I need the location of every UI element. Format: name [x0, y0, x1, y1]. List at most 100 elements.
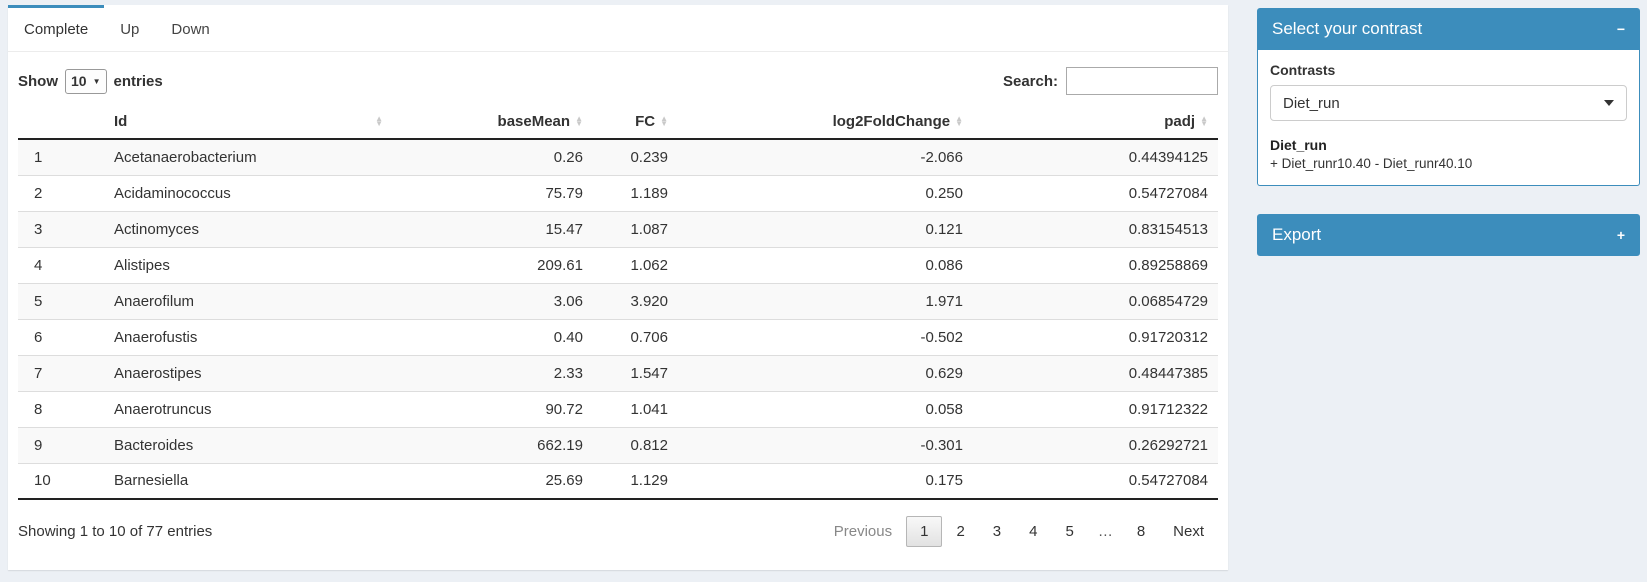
cell-num: 2: [18, 175, 98, 212]
table-body: 1 Acetanaerobacterium 0.26 0.239 -2.066 0.443…: [18, 139, 1218, 500]
cell-id: Bacteroides: [98, 427, 393, 464]
show-label: Show: [18, 72, 58, 90]
collapse-minus-icon[interactable]: −: [1616, 21, 1625, 37]
table-row[interactable]: 1 Acetanaerobacterium 0.26 0.239 -2.066 0.443…: [18, 139, 1218, 176]
right-sidebar: Select your contrast − Contrasts Diet_ru…: [1257, 8, 1640, 256]
cell-fc: 1.062: [593, 247, 678, 284]
table-row[interactable]: 2 Acidaminococcus 75.79 1.189 0.250 0.5472708…: [18, 175, 1218, 212]
cell-id: Acetanaerobacterium: [98, 139, 393, 176]
page-button-2[interactable]: 2: [956, 523, 965, 540]
cell-basemean: 3.06: [393, 283, 593, 320]
cell-log2fc: 0.121: [678, 211, 973, 248]
cell-basemean: 0.26: [393, 139, 593, 176]
table-row[interactable]: 4 Alistipes 209.61 1.062 0.086 0.89258869: [18, 247, 1218, 284]
column-header-fc[interactable]: FC ▲ ▼: [593, 104, 678, 140]
cell-log2fc: 0.629: [678, 355, 973, 392]
search-label: Search:: [1002, 72, 1058, 90]
contrast-panel-title: Select your contrast: [1272, 19, 1423, 38]
cell-padj: 0.44394125: [973, 139, 1218, 176]
table-row[interactable]: 9 Bacteroides 662.19 0.812 -0.301 0.26292721: [18, 427, 1218, 464]
page-button-4[interactable]: 4: [1029, 523, 1038, 540]
contrast-select-value: Diet_run: [1283, 94, 1340, 112]
table-row[interactable]: 8 Anaerotruncus 90.72 1.041 0.058 0.91712322: [18, 391, 1218, 428]
column-header-id[interactable]: Id ▲ ▼: [98, 104, 393, 140]
select-caret-icon: ▼: [92, 76, 101, 86]
cell-basemean: 15.47: [393, 211, 593, 248]
page-button-1[interactable]: 1: [906, 516, 943, 547]
contrast-select[interactable]: Diet_run: [1270, 85, 1627, 121]
cell-fc: 1.041: [593, 391, 678, 428]
page-button-8[interactable]: 8: [1136, 523, 1146, 540]
tab-complete[interactable]: Complete: [8, 5, 105, 51]
cell-fc: 1.087: [593, 211, 678, 248]
export-panel-header[interactable]: Export +: [1257, 214, 1640, 256]
cell-num: 1: [18, 139, 98, 176]
table-row[interactable]: 3 Actinomyces 15.47 1.087 0.121 0.83154513: [18, 211, 1218, 248]
entries-label: entries: [113, 72, 163, 90]
cell-num: 9: [18, 427, 98, 464]
cell-id: Anaerofilum: [98, 283, 393, 320]
cell-log2fc: 0.058: [678, 391, 973, 428]
sort-icon: ▲ ▼: [955, 114, 963, 128]
cell-basemean: 662.19: [393, 427, 593, 464]
table-info: Showing 1 to 10 of 77 entries: [18, 523, 213, 540]
cell-padj: 0.54727084: [973, 463, 1218, 500]
cell-num: 6: [18, 319, 98, 356]
export-panel-title: Export: [1272, 225, 1322, 244]
cell-fc: 0.706: [593, 319, 678, 356]
page-length-select[interactable]: 10 ▼: [65, 68, 107, 94]
cell-num: 7: [18, 355, 98, 392]
cell-fc: 1.129: [593, 463, 678, 500]
cell-num: 4: [18, 247, 98, 284]
search-input[interactable]: [1066, 67, 1218, 95]
cell-basemean: 209.61: [393, 247, 593, 284]
cell-log2fc: -0.301: [678, 427, 973, 464]
contrast-detail: Diet_run + Diet_runr10.40 - Diet_runr40.…: [1270, 137, 1627, 171]
column-label: log2FoldChange: [832, 112, 951, 130]
results-table: Id ▲ ▼ baseMean ▲ ▼ FC ▲ ▼ log2FoldChange ▲ ▼ pa…: [18, 104, 1218, 500]
cell-basemean: 25.69: [393, 463, 593, 500]
page-button-previous: Previous: [833, 523, 893, 540]
column-label: FC: [635, 112, 656, 130]
cell-padj: 0.48447385: [973, 355, 1218, 392]
sort-icon: ▲ ▼: [575, 114, 583, 128]
cell-padj: 0.89258869: [973, 247, 1218, 284]
table-row[interactable]: 7 Anaerostipes 2.33 1.547 0.629 0.48447385: [18, 355, 1218, 392]
expand-plus-icon[interactable]: +: [1616, 227, 1625, 243]
cell-log2fc: 0.175: [678, 463, 973, 500]
page-length-control: Show 10 ▼ entries: [18, 68, 163, 94]
cell-padj: 0.26292721: [973, 427, 1218, 464]
column-header-padj[interactable]: padj ▲ ▼: [973, 104, 1218, 140]
cell-fc: 1.189: [593, 175, 678, 212]
cell-padj: 0.83154513: [973, 211, 1218, 248]
cell-fc: 0.812: [593, 427, 678, 464]
page-button-5[interactable]: 5: [1065, 523, 1074, 540]
cell-num: 5: [18, 283, 98, 320]
table-row[interactable]: 10 Barnesiella 25.69 1.129 0.175 0.54727084: [18, 463, 1218, 500]
column-header-log2foldchange[interactable]: log2FoldChange ▲ ▼: [678, 104, 973, 140]
table-row[interactable]: 6 Anaerofustis 0.40 0.706 -0.502 0.91720312: [18, 319, 1218, 356]
sort-icon: ▲ ▼: [375, 114, 383, 128]
cell-id: Barnesiella: [98, 463, 393, 500]
table-row[interactable]: 5 Anaerofilum 3.06 3.920 1.971 0.06854729: [18, 283, 1218, 320]
cell-basemean: 2.33: [393, 355, 593, 392]
page-button-next[interactable]: Next: [1173, 523, 1204, 540]
page-button-3[interactable]: 3: [992, 523, 1002, 540]
cell-basemean: 90.72: [393, 391, 593, 428]
column-label: Id: [114, 112, 128, 130]
results-tabbar: Complete Up Down: [8, 5, 1228, 52]
results-card: Complete Up Down Show 10 ▼ entries Searc…: [8, 5, 1228, 570]
cell-fc: 3.920: [593, 283, 678, 320]
tab-up[interactable]: Up: [120, 21, 140, 38]
tab-down[interactable]: Down: [171, 21, 210, 38]
cell-id: Acidaminococcus: [98, 175, 393, 212]
contrast-detail-title: Diet_run: [1270, 137, 1327, 153]
cell-log2fc: 1.971: [678, 283, 973, 320]
column-label: padj: [1164, 112, 1196, 130]
column-header-basemean[interactable]: baseMean ▲ ▼: [393, 104, 593, 140]
cell-padj: 0.54727084: [973, 175, 1218, 212]
table-header-row: Id ▲ ▼ baseMean ▲ ▼ FC ▲ ▼ log2FoldChange ▲ ▼ pa…: [18, 104, 1218, 140]
cell-log2fc: -2.066: [678, 139, 973, 176]
column-header-rownum: [18, 104, 98, 140]
column-label: baseMean: [497, 112, 571, 130]
